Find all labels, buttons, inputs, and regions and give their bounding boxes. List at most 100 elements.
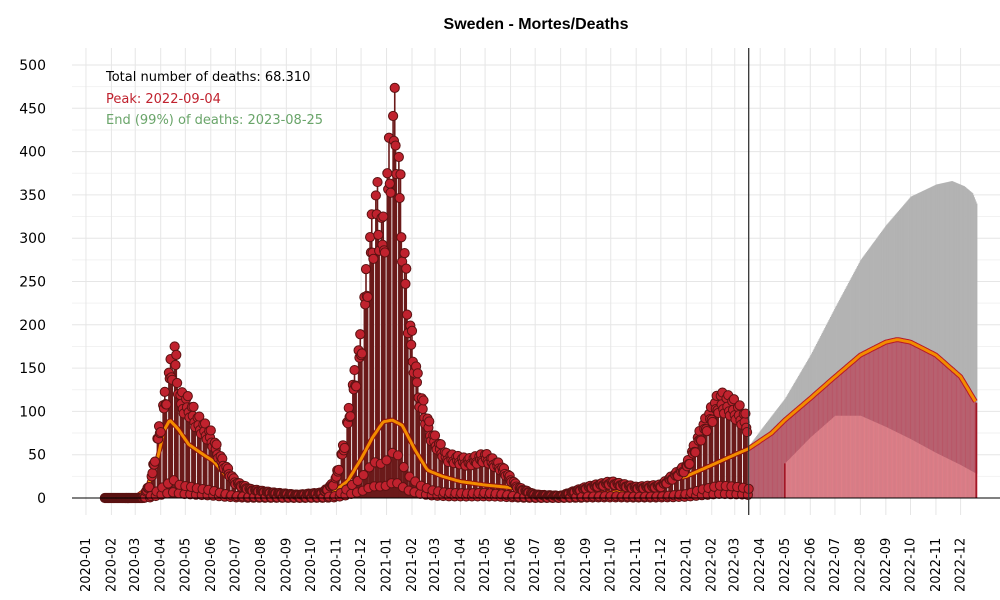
forecast-lower-bar [840, 415, 842, 498]
forecast-lower-bar [878, 423, 880, 498]
forecast-median-bar [934, 354, 936, 498]
observed-point [345, 411, 356, 422]
forecast-lower-bar [918, 443, 920, 498]
forecast-lower-bar [839, 415, 842, 498]
forecast-median-bar [895, 339, 897, 498]
forecast-lower-bar [880, 424, 882, 498]
forecast-median-bar [908, 341, 911, 498]
forecast-upper-bar [952, 181, 954, 499]
observed-point [728, 394, 740, 405]
forecast-lower-bar [843, 415, 845, 498]
forecast-lower-bar [866, 418, 868, 498]
forecast-median-bar [946, 364, 948, 498]
forecast-lower-bar [807, 440, 809, 498]
forecast-median-bar [935, 354, 937, 498]
forecast-median-bar [771, 433, 773, 498]
forecast-lower-bar [882, 425, 884, 498]
forecast-lower-bar [826, 422, 828, 498]
forecast-lower-bar [970, 470, 972, 498]
forecast-upper-bar [967, 189, 969, 498]
forecast-median-bar [969, 391, 971, 498]
x-tick-label: 2022-04 [753, 538, 768, 592]
forecast-lower-bar [940, 455, 943, 498]
forecast-lower-bar [857, 415, 860, 498]
forecast-lower-bar [903, 435, 906, 498]
forecast-lower-bar [955, 462, 957, 498]
forecast-upper-bar [931, 186, 934, 498]
forecast-median-bar [790, 415, 792, 498]
forecast-lower-bar [947, 458, 949, 498]
forecast-upper-bar [950, 181, 952, 498]
y-tick-label: 250 [19, 275, 46, 291]
forecast-upper-bar [951, 181, 953, 498]
forecast-lower-bar [901, 434, 903, 498]
observed-point [171, 349, 182, 360]
forecast-lower-bar [899, 433, 902, 498]
forecast-lower-bar [907, 437, 909, 498]
forecast-median-bar [756, 443, 759, 498]
forecast-median-bar [963, 382, 966, 498]
x-tick-label: 2022-11 [929, 538, 944, 592]
forecast-median-bar [949, 367, 952, 498]
forecast-lower-bar [924, 446, 926, 498]
forecast-median-bar [890, 341, 892, 498]
forecast-lower-bar [962, 466, 964, 498]
forecast-lower-bar [943, 456, 945, 498]
observed-point [406, 325, 418, 336]
forecast-lower-bar [821, 427, 824, 498]
observed-point [401, 263, 412, 274]
forecast-median-bar [960, 376, 962, 498]
forecast-median-bar [889, 341, 891, 498]
observed-point [339, 442, 350, 454]
forecast-upper-bar [926, 189, 928, 498]
observed-point [401, 309, 413, 320]
forecast-upper-bar [973, 197, 975, 498]
x-tick-label: 2022-03 [728, 538, 743, 592]
forecast-lower-bar [911, 439, 913, 498]
forecast-lower-bar [969, 470, 971, 498]
forecast-lower-bar [853, 415, 856, 498]
forecast-lower-bar [931, 450, 934, 498]
forecast-lower-bar [800, 447, 802, 498]
forecast-median-bar [786, 418, 788, 498]
end-date-label: End (99%) of deaths: 2023-08-25 [106, 113, 323, 128]
peak-date-label: Peak: 2022-09-04 [106, 92, 221, 107]
forecast-median-bar [897, 339, 899, 498]
forecast-lower-bar [968, 469, 971, 498]
forecast-lower-bar [928, 448, 930, 498]
forecast-median-bar [924, 349, 926, 498]
observed-point [205, 425, 216, 436]
forecast-median-bar [893, 340, 895, 498]
forecast-lower-bar [805, 442, 807, 498]
x-tick-label: 2021-10 [604, 538, 619, 592]
forecast-lower-bar [885, 426, 888, 498]
forecast-median-bar [898, 339, 901, 498]
forecast-lower-bar [823, 425, 825, 498]
forecast-lower-bar [788, 460, 790, 498]
observed-point [389, 82, 400, 93]
forecast-lower-bar [961, 465, 963, 498]
forecast-lower-bar [858, 415, 860, 498]
forecast-lower-bar [825, 423, 828, 498]
forecast-lower-bar [974, 472, 976, 498]
forecast-lower-bar [958, 463, 960, 498]
forecast-median-bar [961, 378, 963, 498]
forecast-median-bar [761, 440, 763, 498]
forecast-lower-bar [930, 449, 932, 498]
forecast-lower-bar [825, 424, 827, 498]
x-tick-label: 2022-01 [679, 538, 694, 592]
forecast-lower-bar [845, 415, 847, 498]
forecast-median-bar [928, 351, 930, 498]
forecast-median-bar [894, 340, 897, 498]
forecast-median-bar [958, 374, 960, 498]
forecast-lower-bar [836, 415, 838, 498]
forecast-lower-bar [834, 415, 837, 498]
forecast-upper-bar [961, 185, 963, 498]
observed-point [400, 278, 411, 289]
forecast-median-bar [970, 393, 972, 498]
x-tick-label: 2020-02 [104, 538, 119, 592]
forecast-median-bar [957, 373, 959, 498]
forecast-lower-bar [804, 443, 806, 498]
forecast-median-bar [920, 347, 922, 498]
forecast-upper-bar [974, 199, 976, 498]
